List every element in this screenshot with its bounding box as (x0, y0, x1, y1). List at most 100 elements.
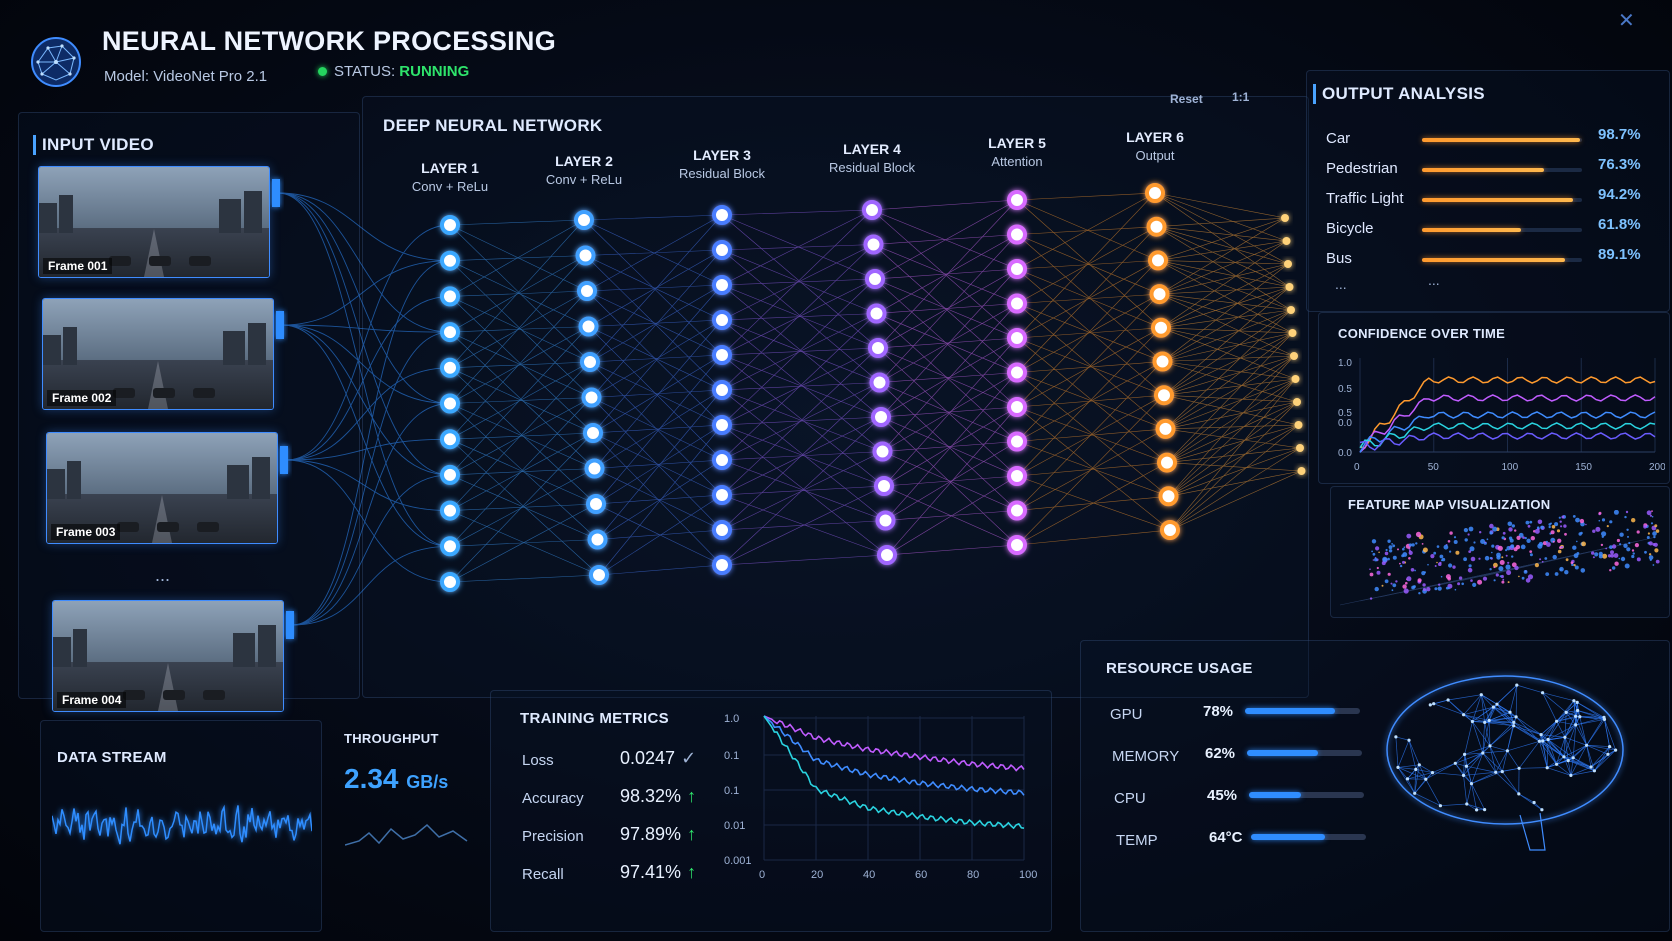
brain-edge (1408, 740, 1417, 770)
brain-node (1540, 808, 1544, 812)
connection (880, 337, 1018, 418)
feature-point (1415, 531, 1422, 537)
connection (1016, 293, 1160, 442)
feature-point (1636, 530, 1640, 534)
connection (594, 468, 723, 531)
feature-point (1571, 563, 1574, 566)
video-frame[interactable]: Frame 003 (46, 432, 278, 544)
neuron-node (869, 372, 890, 393)
connection (595, 354, 723, 505)
feature-point (1529, 520, 1533, 524)
connection (721, 416, 882, 566)
frame-building (258, 625, 276, 667)
throughput-sparkline (345, 823, 468, 846)
connection (1159, 293, 1293, 334)
brain-edge (1516, 684, 1543, 694)
brain-edge (1472, 721, 1491, 747)
training-series-line (763, 715, 1025, 830)
feature-point (1557, 538, 1562, 543)
feature-point (1607, 554, 1612, 558)
connection (1165, 401, 1298, 430)
layer-description: Conv + ReLu (411, 179, 489, 194)
connection (449, 219, 585, 297)
brain-edge (1482, 752, 1503, 772)
brain-edge (1568, 744, 1587, 761)
feature-map-visualization (1339, 510, 1660, 606)
video-frame[interactable]: Frame 004 (52, 600, 284, 712)
connection (1160, 327, 1295, 357)
zoom-button[interactable]: 1:1 (1232, 90, 1250, 104)
video-frame[interactable]: Frame 002 (42, 298, 274, 410)
brain-edge (1466, 752, 1484, 767)
frame-building (244, 191, 262, 233)
connection (882, 372, 1018, 452)
connection (1156, 217, 1286, 227)
brain-edge (1573, 757, 1592, 768)
metric-value: 98.32% ↑ (620, 786, 696, 807)
connection (721, 313, 877, 461)
connection (1156, 226, 1289, 265)
brain-edge (1547, 721, 1557, 740)
feature-point (1505, 564, 1511, 570)
output-analysis-panel (1306, 70, 1670, 312)
brain-node (1495, 702, 1499, 706)
brain-edge (1556, 720, 1576, 726)
feature-point (1402, 584, 1407, 589)
feature-point (1652, 531, 1657, 536)
output-node (1285, 283, 1294, 291)
feature-point (1417, 578, 1422, 583)
close-icon[interactable]: ✕ (1618, 10, 1635, 32)
brain-edge (1575, 719, 1605, 726)
throughput-value: 2.34 GB/s (344, 763, 448, 795)
output-class-value: 76.3% (1598, 156, 1641, 173)
feature-point (1447, 587, 1450, 590)
frame-building (219, 199, 241, 233)
feature-point (1552, 540, 1555, 543)
connection (721, 209, 873, 216)
feature-point (1548, 523, 1551, 526)
connection (1162, 332, 1293, 362)
brain-edge (1603, 717, 1610, 747)
neuron-node (1160, 520, 1180, 540)
brain-edge (1547, 712, 1567, 740)
connection (449, 432, 594, 583)
connection (873, 234, 1018, 245)
feature-point (1440, 575, 1443, 578)
feature-point (1414, 569, 1416, 572)
video-frame[interactable]: Frame 001 (38, 166, 270, 278)
output-node (1282, 237, 1291, 245)
connection (1156, 226, 1292, 311)
feature-point (1626, 528, 1629, 531)
resource-usage-title: RESOURCE USAGE (1106, 660, 1253, 677)
brain-edge (1573, 700, 1581, 717)
connection (1016, 192, 1156, 339)
brain-edge (1495, 750, 1508, 773)
feature-point (1408, 543, 1412, 547)
data-stream-panel (40, 720, 322, 932)
feature-point (1448, 563, 1453, 568)
feature-point (1371, 539, 1377, 544)
brain-edge (1547, 739, 1557, 765)
connection (285, 295, 451, 461)
output-bar-fill (1422, 138, 1580, 142)
connection (449, 219, 585, 369)
feature-point (1372, 552, 1376, 556)
feature-point (1391, 589, 1394, 592)
feature-point (1499, 560, 1505, 565)
reset-button[interactable]: Reset (1170, 92, 1203, 106)
feature-point (1424, 571, 1426, 574)
feature-point (1496, 555, 1501, 560)
neuron-node (1007, 259, 1027, 279)
feature-point (1452, 565, 1456, 569)
confidence-series-line (1359, 394, 1656, 453)
brain-edge (1556, 756, 1565, 765)
neuron-node (440, 500, 460, 521)
x-tick-label: 20 (811, 869, 823, 881)
connection (597, 389, 723, 540)
feature-point (1497, 545, 1503, 551)
brain-edge (1481, 694, 1494, 708)
feature-point (1647, 532, 1650, 535)
input-video-title: INPUT VIDEO (33, 135, 154, 155)
feature-point (1592, 529, 1596, 533)
brain-node (1462, 713, 1466, 717)
